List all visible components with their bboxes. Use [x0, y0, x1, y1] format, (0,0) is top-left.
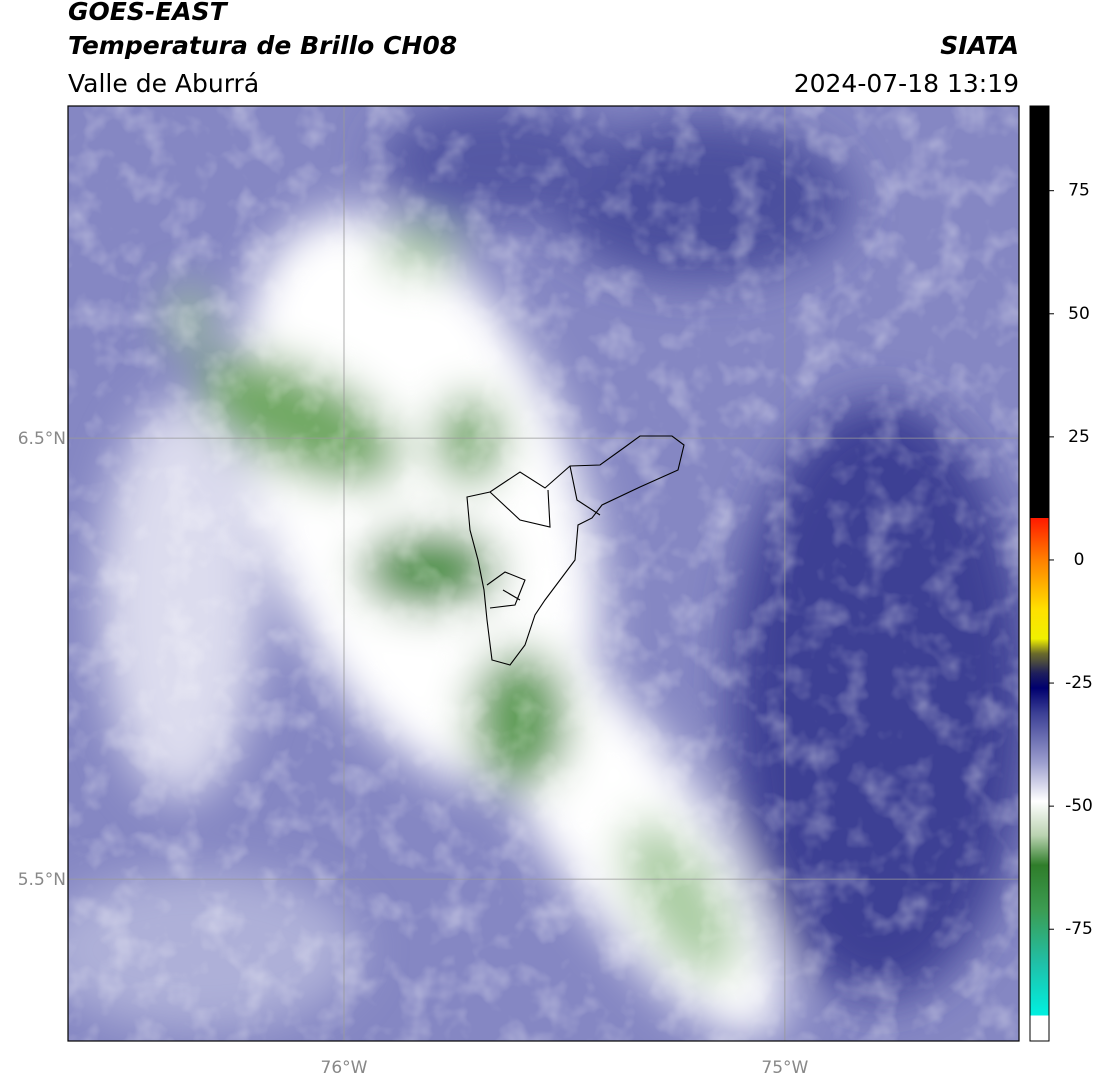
graticule: 6.5°N 5.5°N 76°W 75°W	[18, 106, 1019, 1078]
colorbar-tick-label: 75	[1068, 181, 1090, 201]
subtitle: Temperatura de Brillo CH08	[68, 31, 457, 60]
lon-label: 76°W	[321, 1058, 368, 1078]
colorbar-tick-label: 0	[1074, 550, 1085, 570]
colorbar-tick-label: -50	[1065, 796, 1093, 816]
colorbar: 75 50 25 0 -25 -50 -75	[1029, 105, 1093, 1042]
title: GOES-EAST	[68, 0, 229, 26]
colorbar-tick-label: -25	[1065, 673, 1093, 693]
colorbar-tick-label: 25	[1068, 427, 1090, 447]
source: SIATA	[940, 31, 1019, 60]
lat-label: 5.5°N	[18, 870, 66, 890]
lon-label: 75°W	[761, 1058, 808, 1078]
lat-label: 6.5°N	[18, 429, 66, 449]
map-frame	[67, 105, 1020, 1042]
map-field	[68, 106, 1019, 1041]
colorbar-tick-label: 50	[1068, 304, 1090, 324]
region: Valle de Aburrá	[68, 69, 259, 98]
datetime: 2024-07-18 13:19	[794, 69, 1019, 98]
colorbar-tick-label: -75	[1065, 919, 1093, 939]
colorbar-scale	[1029, 105, 1050, 1042]
municipal-boundaries	[466, 435, 685, 666]
